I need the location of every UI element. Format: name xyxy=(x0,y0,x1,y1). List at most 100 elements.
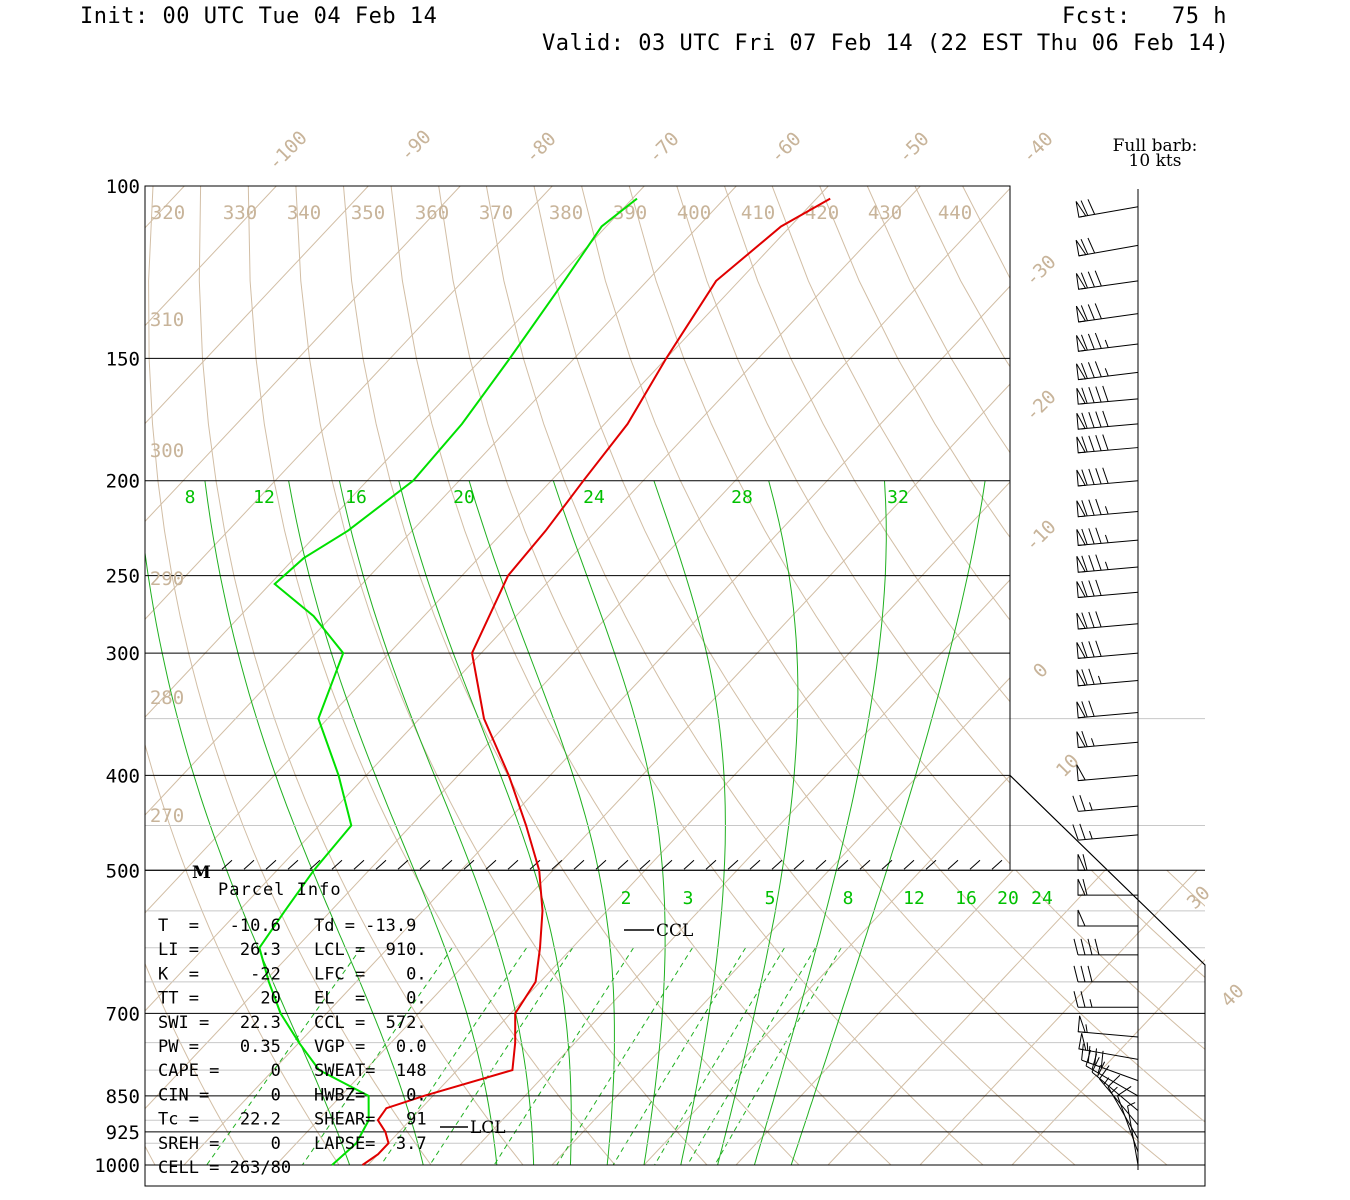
barb-half xyxy=(1089,802,1093,811)
barb-flag xyxy=(1076,669,1087,687)
isotherm-line xyxy=(735,870,1014,1166)
barb-half xyxy=(1091,738,1095,747)
barb-flag xyxy=(1076,500,1087,518)
mixing-ratio-line xyxy=(493,947,634,1166)
mixing-ratio-label: 28 xyxy=(731,487,753,508)
mixing-ratio-label: 8 xyxy=(843,888,854,909)
barb-full xyxy=(1087,965,1093,982)
temperature-trace xyxy=(361,197,831,1166)
barb-key-value: 10 kts xyxy=(1129,151,1182,171)
parcel-row-right: LAPSE= 3.7 xyxy=(314,1134,427,1154)
wind-barb xyxy=(1075,303,1139,323)
hatch-mark xyxy=(947,859,959,870)
dry-adiabat xyxy=(771,186,1010,621)
hatch-mark xyxy=(287,859,299,870)
dry-adiabat xyxy=(533,186,866,870)
isotherm-line xyxy=(459,870,738,1166)
barb-staff xyxy=(1117,1095,1139,1153)
barb-full xyxy=(1087,271,1095,288)
barb-staff xyxy=(1078,712,1139,719)
barb-staff xyxy=(1078,1031,1139,1038)
wind-barb xyxy=(1127,1102,1139,1166)
mixing-ratio-label: 24 xyxy=(583,487,605,508)
dry-adiabat xyxy=(390,186,640,870)
hatch-mark xyxy=(639,859,651,870)
isotherm-line xyxy=(919,870,1198,1166)
moist-adiabat xyxy=(204,480,313,870)
dry-adiabat xyxy=(485,186,790,870)
barb-staff xyxy=(1078,244,1139,257)
theta-label: 370 xyxy=(479,202,513,224)
isotherm-line xyxy=(643,870,922,1166)
theta-label: 410 xyxy=(741,202,775,224)
theta-label: 280 xyxy=(150,687,184,709)
barb-full xyxy=(1094,270,1102,287)
barb-full xyxy=(1087,237,1096,254)
hatch-mark xyxy=(309,859,321,870)
moist-adiabat xyxy=(552,480,664,870)
pressure-axis: 100 150 200 250 300 400 500 700 850 925 1000 xyxy=(94,176,140,1177)
hatch-mark xyxy=(859,859,871,870)
barb-flag xyxy=(1076,556,1087,573)
pressure-label: 500 xyxy=(106,860,140,882)
isotherm-label: 30 xyxy=(1183,882,1215,914)
barb-full xyxy=(1091,1057,1100,1073)
hatch-mark xyxy=(705,859,717,870)
hatch-mark xyxy=(485,859,497,870)
isotherm-line xyxy=(145,186,553,620)
mixing-ratio-label: 12 xyxy=(253,487,275,508)
barb-full xyxy=(1081,1043,1084,1061)
barb-staff xyxy=(1078,591,1139,598)
barb-full xyxy=(1095,579,1102,596)
barb-flag xyxy=(1075,273,1087,290)
hatch-mark xyxy=(243,859,255,870)
wind-barb xyxy=(1077,878,1138,896)
barb-full xyxy=(1080,305,1088,321)
barb-full xyxy=(1094,303,1102,319)
wind-barb xyxy=(1076,611,1139,630)
barb-flag xyxy=(1076,731,1087,749)
isotherm-line xyxy=(460,285,1010,870)
isotherm-line xyxy=(827,870,1106,1166)
barb-half xyxy=(1103,1077,1110,1085)
mixing-ratio-label: 20 xyxy=(453,487,475,508)
barb-full xyxy=(1087,938,1093,955)
barb-staff xyxy=(1078,741,1139,748)
parcel-row-right: LCL = 910. xyxy=(314,940,427,960)
wind-barb xyxy=(1076,467,1139,487)
hatch-mark xyxy=(221,859,233,870)
barb-full xyxy=(1095,527,1102,544)
isotherm-label: -100 xyxy=(264,127,312,175)
wind-barb xyxy=(1076,527,1139,546)
barb-full xyxy=(1095,640,1102,657)
wind-barb xyxy=(1073,938,1138,956)
m-label: M xyxy=(192,863,211,883)
barb-full xyxy=(1088,528,1095,545)
hatch-mark xyxy=(771,859,783,870)
pressure-label: 100 xyxy=(106,176,140,198)
isotherm-label: -50 xyxy=(894,128,934,168)
barb-full xyxy=(1094,332,1102,349)
dry-adiabat xyxy=(962,186,1010,280)
parcel-row-left: T = -10.6 xyxy=(158,916,281,936)
valid-time-label: Valid: 03 UTC Fri 07 Feb 14 (22 EST Thu … xyxy=(542,31,1230,56)
barb-full xyxy=(1088,499,1095,516)
parcel-row-left: CELL = 263/80 xyxy=(158,1158,291,1178)
barb-staff xyxy=(1078,206,1139,218)
barb-full xyxy=(1088,468,1095,485)
parcel-row-left: TT = 20 xyxy=(158,989,281,1009)
barb-full xyxy=(1081,436,1088,453)
wind-barb xyxy=(1073,965,1138,983)
barb-flag xyxy=(1076,642,1087,659)
hatch-mark xyxy=(573,859,585,870)
barb-staff xyxy=(1078,834,1139,841)
lcl-label: LCL xyxy=(470,1118,506,1138)
parcel-row-left: CAPE = 0 xyxy=(158,1061,281,1081)
isotherm-line xyxy=(367,870,646,1166)
parcel-row-left: Tc = 22.2 xyxy=(158,1110,281,1130)
isotherm-label: 40 xyxy=(1217,980,1249,1012)
barb-half xyxy=(1104,561,1109,570)
wind-barb xyxy=(1085,1049,1139,1097)
pressure-label: 300 xyxy=(106,643,140,665)
